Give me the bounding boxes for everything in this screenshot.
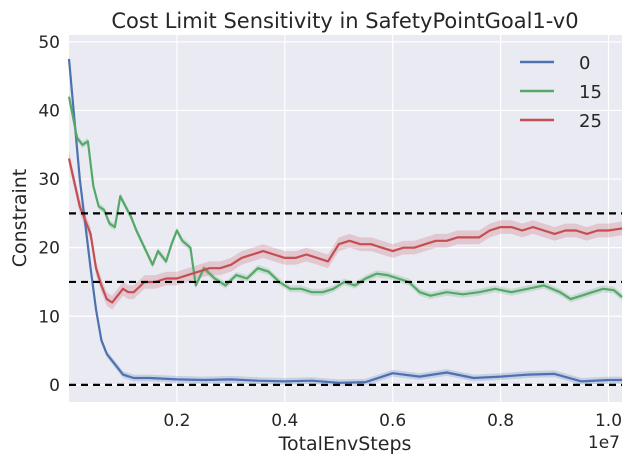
x-axis: 0.2 0.4 0.6 0.8 1.0 <box>163 411 622 431</box>
x-tick-label: 0.2 <box>163 411 190 431</box>
legend-label-15: 15 <box>579 82 602 103</box>
series-15-line <box>67 96 623 301</box>
reference-lines <box>69 212 622 386</box>
series-lines <box>67 58 623 384</box>
x-offset-text: 1e7 <box>588 433 620 453</box>
series-0-line <box>67 58 622 384</box>
y-tick-label: 40 <box>38 101 60 121</box>
grid <box>69 35 622 402</box>
x-tick-label: 1.0 <box>595 411 622 431</box>
x-tick-label: 0.6 <box>379 411 406 431</box>
y-tick-label: 50 <box>38 33 60 53</box>
y-tick-label: 0 <box>49 376 60 396</box>
y-tick-label: 30 <box>38 170 60 190</box>
y-axis: 0 10 20 30 40 50 <box>38 33 60 396</box>
chart-title: Cost Limit Sensitivity in SafetyPointGoa… <box>111 9 578 33</box>
legend[interactable]: 0 15 25 <box>520 53 602 132</box>
y-tick-label: 20 <box>38 239 60 259</box>
x-tick-label: 0.4 <box>271 411 298 431</box>
series-25-line <box>67 158 623 304</box>
legend-label-25: 25 <box>579 111 602 132</box>
x-tick-label: 0.8 <box>487 411 514 431</box>
y-axis-label: Constraint <box>9 169 31 268</box>
plot-area <box>69 35 622 402</box>
y-tick-label: 10 <box>38 307 60 327</box>
legend-label-0: 0 <box>579 53 590 74</box>
x-axis-label: TotalEnvSteps <box>278 433 412 455</box>
